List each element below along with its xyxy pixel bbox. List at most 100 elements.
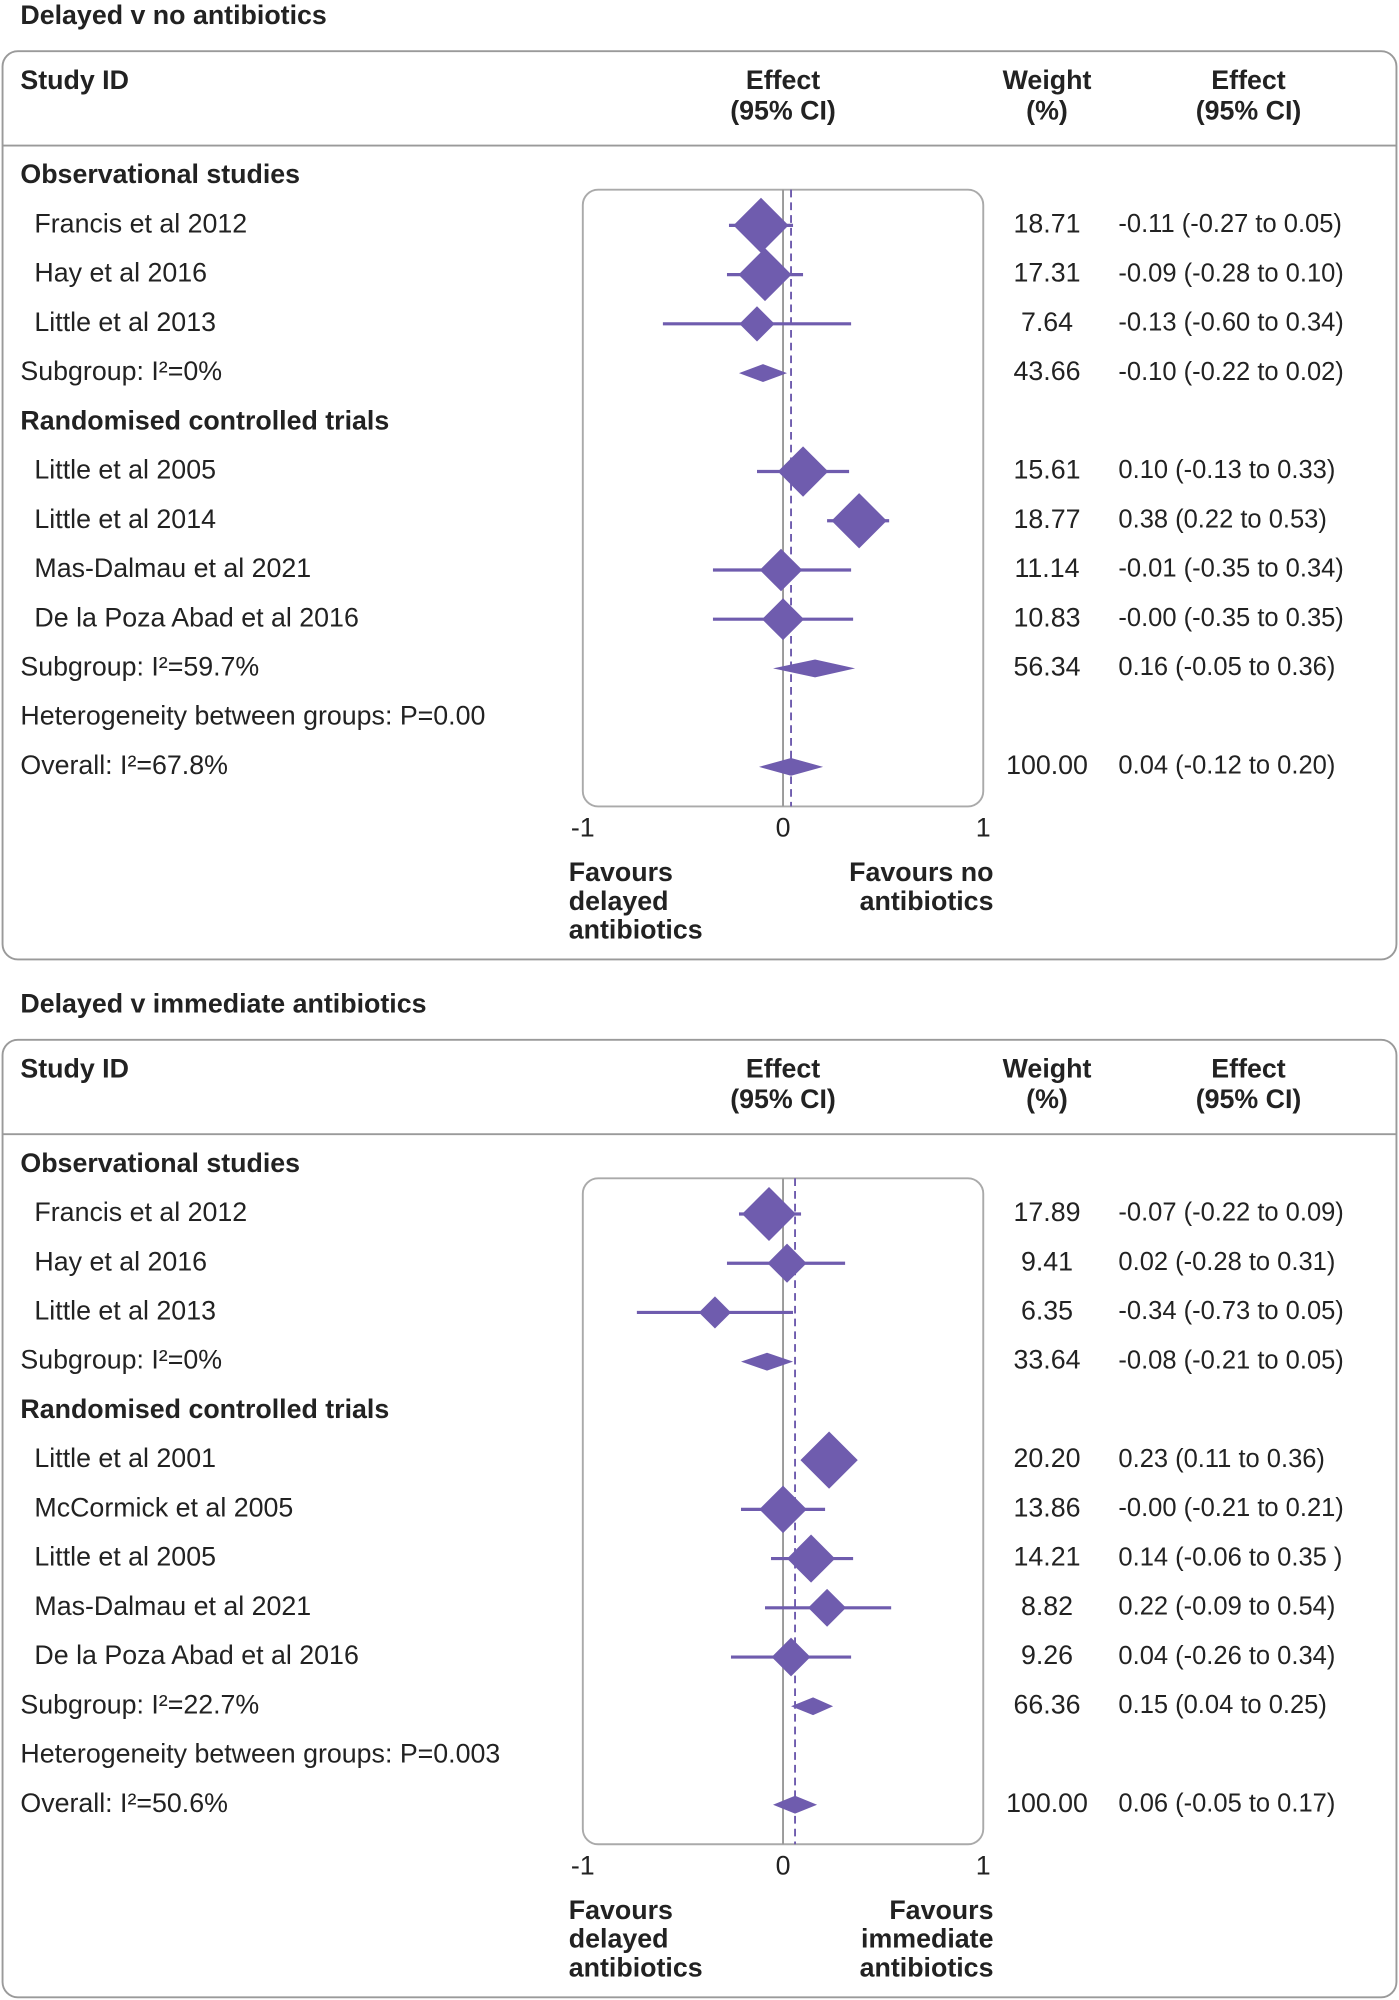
effect-label: 0.02 (-0.28 to 0.31) <box>1118 1248 1335 1276</box>
group-heading: Observational studies <box>20 1148 300 1178</box>
overall-diamond <box>759 757 824 776</box>
column-header: Effect <box>1211 1053 1285 1083</box>
row-label: Mas-Dalmau et al 2021 <box>34 553 311 583</box>
row-label: Subgroup: I²=22.7% <box>20 1689 259 1719</box>
weight-label: 14.21 <box>1014 1542 1081 1572</box>
row-label: Subgroup: I²=0% <box>20 356 222 386</box>
favours-label: antibiotics <box>860 886 994 916</box>
column-header: Effect <box>746 65 820 95</box>
weight-label: 100.00 <box>1006 750 1088 780</box>
effect-label: 0.04 (-0.26 to 0.34) <box>1118 1642 1335 1670</box>
row-label: De la Poza Abad et al 2016 <box>34 1640 358 1670</box>
row-label: Subgroup: I²=59.7% <box>20 652 259 682</box>
effect-label: -0.07 (-0.22 to 0.09) <box>1118 1199 1343 1227</box>
x-tick-label: -1 <box>571 812 595 842</box>
effect-label: 0.06 (-0.05 to 0.17) <box>1118 1789 1335 1817</box>
favours-label: Favours <box>889 1895 993 1925</box>
subgroup-diamond <box>738 364 788 382</box>
row-label: Little et al 2001 <box>34 1443 216 1473</box>
weight-label: 11.14 <box>1015 553 1080 583</box>
row-label: Overall: I²=67.8% <box>20 750 228 780</box>
row-label: De la Poza Abad et al 2016 <box>34 602 358 632</box>
weight-label: 33.64 <box>1014 1345 1081 1375</box>
row-label: Subgroup: I²=0% <box>20 1345 222 1375</box>
effect-label: -0.34 (-0.73 to 0.05) <box>1118 1297 1343 1325</box>
weight-label: 8.82 <box>1021 1591 1073 1621</box>
row-label: Little et al 2005 <box>34 455 216 485</box>
subgroup-diamond <box>740 1352 794 1371</box>
weight-label: 15.61 <box>1014 455 1081 485</box>
row-label: Hay et al 2016 <box>34 258 207 288</box>
effect-label: -0.11 (-0.27 to 0.05) <box>1118 210 1342 238</box>
weight-label: 9.41 <box>1021 1246 1073 1276</box>
weight-label: 17.89 <box>1014 1197 1081 1227</box>
effect-label: -0.09 (-0.28 to 0.10) <box>1118 259 1343 287</box>
row-label: Little et al 2013 <box>34 1296 216 1326</box>
weight-label: 56.34 <box>1014 652 1081 682</box>
column-header: Weight <box>1003 1053 1092 1083</box>
favours-label: antibiotics <box>569 914 703 944</box>
weight-label: 18.71 <box>1014 208 1081 238</box>
column-header: Effect <box>1211 65 1285 95</box>
favours-label: delayed <box>569 1924 669 1954</box>
row-label: Little et al 2014 <box>34 504 216 534</box>
row-label: Overall: I²=50.6% <box>20 1788 228 1818</box>
study-diamond <box>767 1243 807 1283</box>
x-tick-label: 1 <box>976 1850 991 1880</box>
weight-label: 100.00 <box>1006 1788 1088 1818</box>
row-label: Heterogeneity between groups: P=0.00 <box>20 701 485 731</box>
study-diamond <box>739 306 775 342</box>
effect-label: -0.00 (-0.35 to 0.35) <box>1118 604 1343 632</box>
study-diamond <box>742 1187 796 1241</box>
study-diamond <box>759 1485 807 1534</box>
column-header: Weight <box>1003 65 1092 95</box>
row-label: McCormick et al 2005 <box>34 1492 293 1522</box>
weight-label: 10.83 <box>1014 602 1081 632</box>
study-diamond <box>831 493 887 549</box>
weight-label: 7.64 <box>1021 307 1073 337</box>
x-tick-label: 0 <box>776 1850 791 1880</box>
study-diamond <box>808 1588 847 1627</box>
column-header: (95% CI) <box>1196 1084 1302 1114</box>
effect-label: -0.10 (-0.22 to 0.02) <box>1118 358 1343 386</box>
x-tick-label: 0 <box>776 812 791 842</box>
effect-label: 0.15 (0.04 to 0.25) <box>1118 1691 1326 1719</box>
weight-label: 20.20 <box>1014 1443 1081 1473</box>
column-header: (95% CI) <box>730 1084 836 1114</box>
column-header: Study ID <box>20 65 129 95</box>
subgroup-diamond <box>773 659 856 678</box>
weight-label: 9.26 <box>1021 1640 1073 1670</box>
study-diamond <box>738 248 792 302</box>
effect-label: 0.10 (-0.13 to 0.33) <box>1118 456 1335 484</box>
column-header: (%) <box>1026 1084 1068 1114</box>
weight-label: 6.35 <box>1021 1296 1073 1326</box>
x-tick-label: -1 <box>571 1850 595 1880</box>
effect-label: 0.22 (-0.09 to 0.54) <box>1118 1593 1335 1621</box>
study-diamond <box>787 1534 836 1583</box>
weight-label: 17.31 <box>1014 258 1081 288</box>
study-diamond <box>762 598 805 641</box>
group-heading: Randomised controlled trials <box>20 1394 389 1424</box>
favours-label: Favours <box>569 1895 673 1925</box>
effect-label: 0.14 (-0.06 to 0.35 ) <box>1118 1543 1342 1571</box>
favours-label: antibiotics <box>569 1952 703 1982</box>
row-label: Mas-Dalmau et al 2021 <box>34 1591 311 1621</box>
favours-label: antibiotics <box>860 1952 994 1982</box>
weight-label: 13.86 <box>1014 1492 1081 1522</box>
row-label: Little et al 2005 <box>34 1542 216 1572</box>
overall-diamond <box>773 1795 818 1814</box>
panel-title: Delayed v no antibiotics <box>20 0 326 30</box>
panel-title: Delayed v immediate antibiotics <box>20 988 426 1018</box>
effect-label: 0.04 (-0.12 to 0.20) <box>1118 752 1335 780</box>
weight-label: 18.77 <box>1014 504 1081 534</box>
row-label: Heterogeneity between groups: P=0.003 <box>20 1739 500 1769</box>
effect-label: 0.23 (0.11 to 0.36) <box>1118 1445 1325 1473</box>
effect-label: -0.01 (-0.35 to 0.34) <box>1118 555 1343 583</box>
column-header: (95% CI) <box>730 95 836 125</box>
group-heading: Randomised controlled trials <box>20 405 389 435</box>
study-diamond <box>800 1431 858 1489</box>
study-diamond <box>698 1296 732 1329</box>
row-label: Francis et al 2012 <box>34 1197 247 1227</box>
